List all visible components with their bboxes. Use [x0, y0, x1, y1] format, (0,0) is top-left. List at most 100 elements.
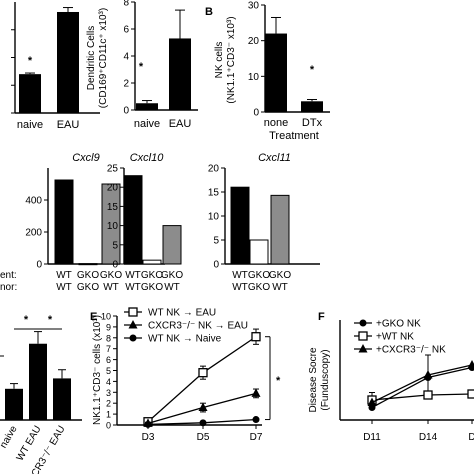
panel6-cxcl11-x-recipient-label: GKO: [248, 270, 270, 281]
panel6-cxcl11-y-tick-label: 10: [208, 212, 220, 223]
panel4-cxcl9-x-donor-label: WT: [56, 282, 72, 293]
panel3-y-tick-label: 30: [248, 1, 260, 12]
panel5-cxcl10-x-recipient-label: GKO: [141, 270, 163, 281]
panel9-data-point: [467, 389, 474, 399]
panel8-legend-marker: [129, 334, 137, 342]
panel6-cxcl11-bar: [270, 194, 290, 265]
panel8-data-point: [251, 388, 261, 397]
panel6-cxcl11-y-tick-label: 0: [213, 260, 219, 271]
panel9-y-axis-label: Disease Socre: [308, 347, 319, 412]
panel5-cxcl10-y-tick-label: 0: [112, 260, 118, 271]
panel1-x-tick-label: EAU: [57, 119, 80, 131]
panel9-data-point: [423, 390, 433, 400]
panel4-cxcl9-y-tick-label: 200: [25, 228, 42, 239]
panel6-cxcl11-y-tick-label: 15: [208, 188, 220, 199]
panel-label-B: B: [205, 6, 213, 18]
panel3-x-axis-label: Treatment: [269, 130, 319, 142]
panel4-cxcl9-x-recipient-label: GKO: [100, 270, 122, 281]
panel4-cxcl9-y-tick-label: 400: [25, 196, 42, 207]
panel7-bar: [29, 343, 47, 420]
panel5-cxcl10-bar: [123, 175, 143, 265]
panel7-bar: [53, 378, 71, 420]
panel7-significance: *: [24, 314, 29, 326]
panel8-legend-label: WT NK → EAU: [148, 308, 216, 319]
panel8-x-tick-label: D7: [250, 432, 263, 443]
panel8-data-point: [144, 420, 152, 428]
panel8-data-point: [198, 368, 208, 378]
panel6-cxcl11-title: Cxcl11: [258, 152, 291, 164]
panel-label-E: E: [90, 311, 97, 323]
panel9-legend-label: +GKO NK: [376, 319, 421, 330]
panel1-bar: [57, 11, 79, 114]
panel2-y-tick-label: 8: [123, 0, 129, 9]
panel5-cxcl10-y-tick-label: 20: [107, 183, 119, 194]
panel5-cxcl10-x-recipient-label: WT: [125, 270, 141, 281]
panel2-y-tick-label: 6: [123, 25, 129, 36]
panel3-bar: [301, 101, 323, 112]
panel8-y-tick-label: 6: [106, 355, 111, 365]
panel7-x-tick-label: naive: [0, 424, 20, 451]
panel9-legend-marker: [358, 331, 368, 341]
panel4-cxcl9-bar: [78, 263, 98, 266]
panel9-x-tick-label: D: [468, 432, 474, 443]
panel5-cxcl10-x-donor-label: GKO: [141, 282, 163, 293]
panel9-legend-marker: [359, 319, 367, 327]
panel7-bar: [5, 388, 23, 420]
panel8-y-tick-label: 4: [106, 377, 111, 387]
table-row-recipient: ent:: [0, 270, 17, 281]
panel8-x-tick-label: D3: [142, 432, 155, 443]
panel2-bar: [169, 38, 191, 111]
panel8-y-tick-label: 9: [106, 322, 111, 332]
panel2-bar: [136, 103, 158, 110]
table-row-donor: nor:: [0, 282, 17, 293]
panel1-x-tick-label: naive: [17, 119, 43, 131]
panel9-y-axis-label: (Funduscopy): [320, 349, 331, 410]
panel9-legend-label: +WT NK: [376, 332, 414, 343]
panel4-cxcl9-x-recipient-label: WT: [56, 270, 72, 281]
panel2-y-tick-label: 4: [123, 52, 129, 63]
panel8-significance: *: [276, 375, 281, 387]
panel6-cxcl11-x-donor-label: GKO: [248, 282, 270, 293]
panel2-x-tick-label: EAU: [169, 118, 192, 130]
panel8-data-point: [252, 416, 260, 424]
panel9-data-point: [367, 397, 377, 406]
panel1-bar: [19, 74, 41, 113]
panel9-legend-label: +CXCR3⁻/⁻ NK: [376, 345, 446, 356]
panel9-series-line: [371, 366, 473, 409]
panel4-cxcl9-x-donor-label: WT: [103, 282, 119, 293]
panel8-legend-marker: [128, 320, 138, 329]
panel5-cxcl10-x-donor-label: WT: [164, 282, 180, 293]
panel2-y-axis-label: Dendritic Cells: [86, 26, 97, 90]
panel8-legend-marker: [128, 307, 138, 317]
panel6-cxcl11-bar: [230, 186, 250, 265]
panel8-y-tick-label: 1: [106, 410, 111, 420]
panel1-significance: *: [28, 55, 33, 67]
panel9-legend-marker: [358, 344, 368, 353]
panel4-cxcl9-bar: [54, 179, 74, 265]
panel8-x-tick-label: D5: [197, 432, 210, 443]
panel9-data-point: [423, 370, 433, 379]
panel4-cxcl9-title: Cxcl9: [72, 152, 100, 164]
panel6-cxcl11-x-recipient-label: GKO: [269, 270, 291, 281]
panel8-data-point: [198, 402, 208, 412]
panel8-y-axis-label: NK1.1⁺CD3⁻ cells (x10³): [92, 315, 103, 425]
panel8-y-tick-label: 5: [106, 366, 111, 376]
panel4-cxcl9-x-recipient-label: GKO: [77, 270, 99, 281]
panel9-data-point: [467, 360, 474, 369]
panel4-cxcl9-y-tick-label: 0: [36, 260, 42, 271]
panel5-cxcl10-y-tick-label: 15: [107, 202, 119, 213]
panel2-x-tick-label: naive: [134, 118, 160, 130]
panel9-x-tick-label: D14: [419, 432, 438, 443]
panel6-cxcl11-x-recipient-label: WT: [232, 270, 248, 281]
panel3-bar: [265, 33, 287, 112]
panel3-significance: *: [310, 64, 315, 76]
panel5-cxcl10-x-donor-label: WT: [125, 282, 141, 293]
panel8-data-point: [251, 332, 261, 342]
panel-label-F: F: [318, 311, 325, 323]
panel8-y-tick-label: 3: [106, 388, 111, 398]
panel6-cxcl11-y-tick-label: 20: [208, 164, 220, 175]
panel5-cxcl10-title: Cxcl10: [130, 152, 165, 164]
panel9-x-tick-label: D11: [363, 432, 381, 443]
panel8-legend-label: CXCR3⁻/⁻ NK → EAU: [148, 321, 248, 332]
